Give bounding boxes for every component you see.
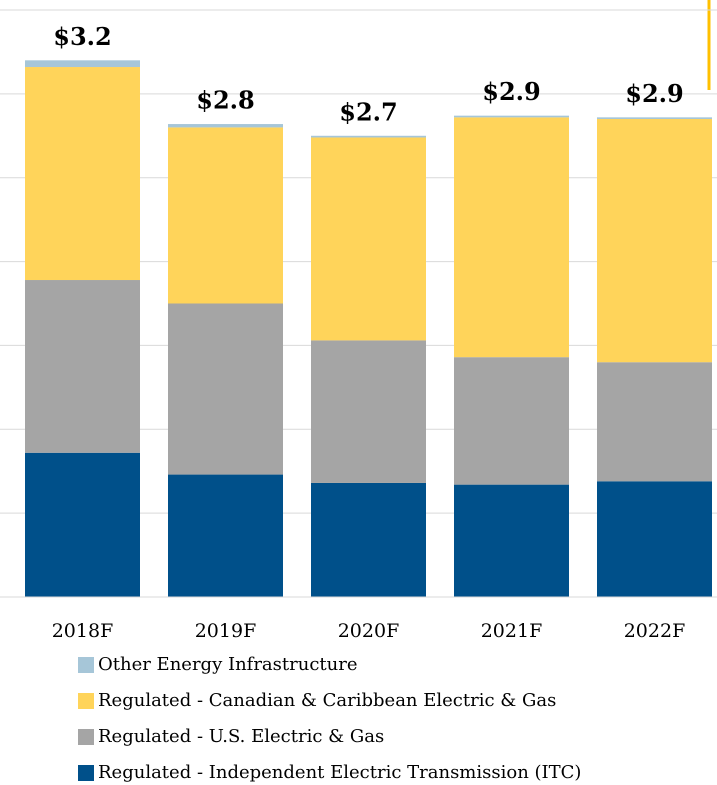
legend-label: Regulated - Canadian & Caribbean Electri… <box>98 690 556 711</box>
bar-segment <box>597 119 712 363</box>
legend-swatch <box>78 729 94 745</box>
bar-segment <box>25 452 140 597</box>
x-tick-label: 2021F <box>481 620 543 642</box>
legend-label: Regulated - U.S. Electric & Gas <box>98 726 384 747</box>
bar-segment <box>311 482 426 597</box>
bar-segment <box>168 303 283 475</box>
bar-segment <box>454 357 569 485</box>
x-tick-label: 2020F <box>338 620 400 642</box>
total-label: $3.2 <box>53 22 111 51</box>
bar-segment <box>311 340 426 483</box>
bar-segment <box>311 137 426 341</box>
bar-segment <box>454 117 569 358</box>
legend-label: Regulated - Independent Electric Transmi… <box>98 762 581 783</box>
x-tick-label: 2018F <box>52 620 114 642</box>
bar-segment <box>25 67 140 281</box>
bar-segment <box>25 60 140 68</box>
legend-swatch <box>78 657 94 673</box>
x-tick-label: 2022F <box>624 620 686 642</box>
bar-segment <box>454 115 569 118</box>
bar-segment <box>597 117 712 120</box>
bar-segment <box>168 124 283 128</box>
total-label: $2.9 <box>625 79 683 108</box>
total-label: $2.9 <box>482 77 540 106</box>
bar-segment <box>597 481 712 597</box>
legend-swatch <box>78 765 94 781</box>
total-label: $2.8 <box>196 86 254 115</box>
legend-label: Other Energy Infrastructure <box>98 654 358 675</box>
x-tick-label: 2019F <box>195 620 257 642</box>
bar-segment <box>597 362 712 482</box>
bar-segment <box>168 127 283 304</box>
bar-segment <box>311 135 426 138</box>
legend-swatch <box>78 693 94 709</box>
bar-segment <box>25 280 140 453</box>
bar-segment <box>454 484 569 597</box>
bar-segment <box>168 474 283 597</box>
total-label: $2.7 <box>339 97 397 126</box>
